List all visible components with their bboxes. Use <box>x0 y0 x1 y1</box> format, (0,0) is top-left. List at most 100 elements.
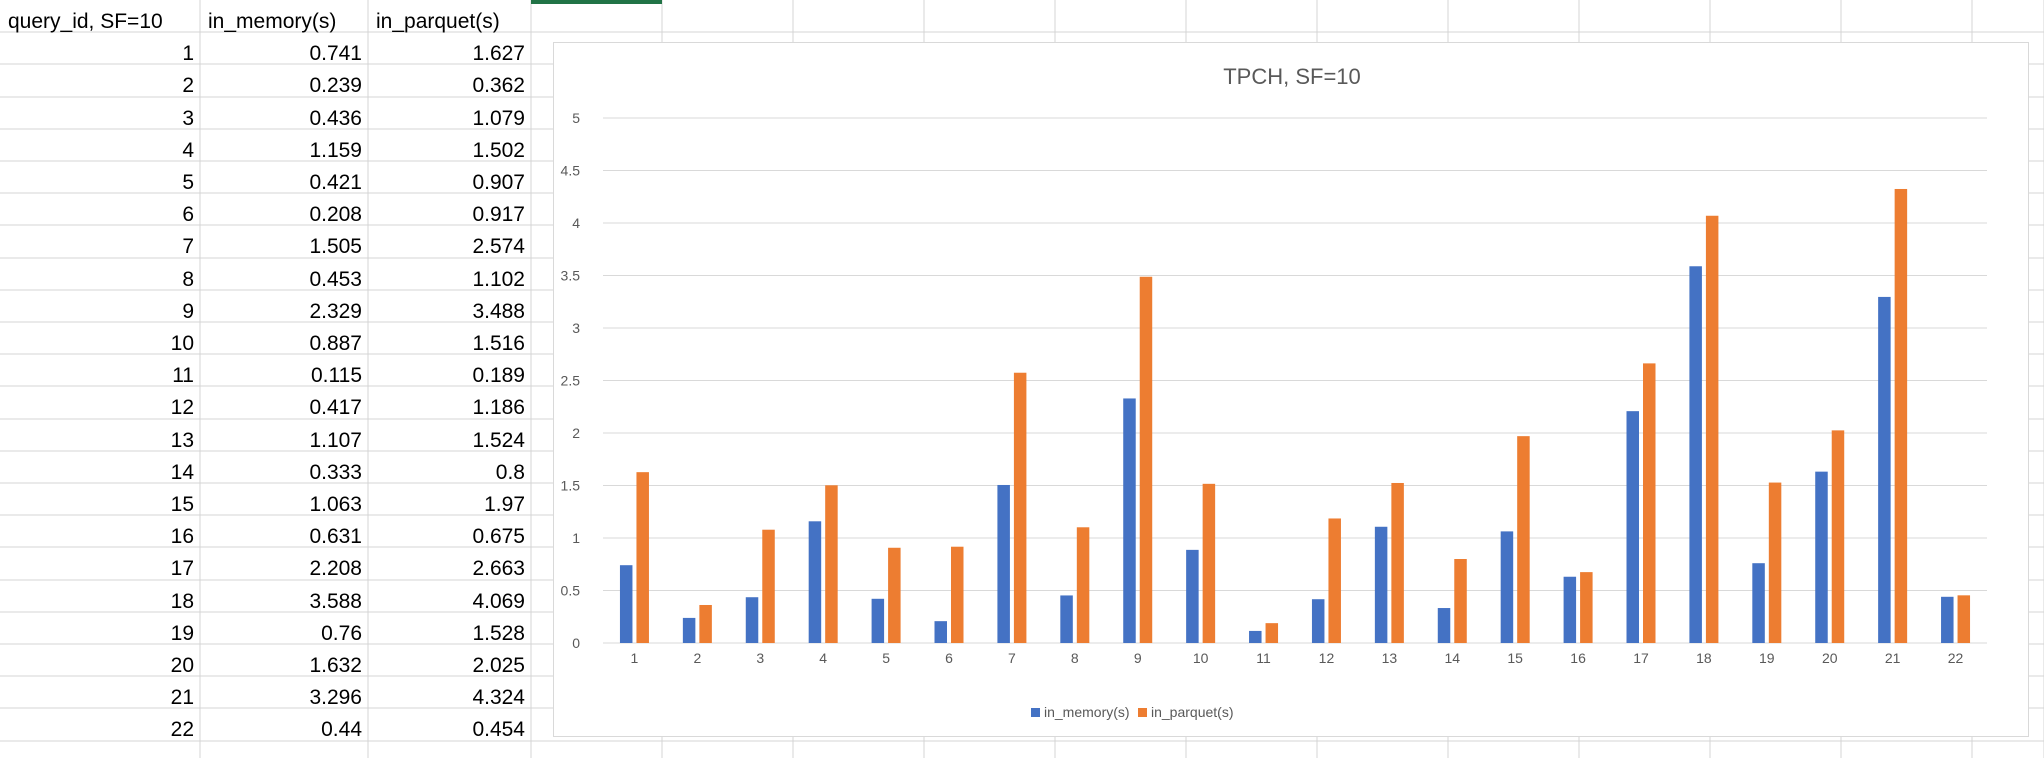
data-cell[interactable]: 1.186 <box>472 396 525 419</box>
bar-in-parquet[interactable] <box>1831 430 1845 643</box>
data-cell[interactable]: 1.528 <box>472 622 525 645</box>
bar-in-memory[interactable] <box>871 598 885 643</box>
bar-in-memory[interactable] <box>1626 411 1640 643</box>
data-cell[interactable]: 12 <box>171 396 194 419</box>
data-cell[interactable]: 4.069 <box>472 590 525 613</box>
bar-in-parquet[interactable] <box>1643 363 1656 643</box>
data-cell[interactable]: 0.8 <box>496 461 525 484</box>
data-cell[interactable]: 5 <box>182 171 194 194</box>
data-cell[interactable]: 1.516 <box>472 332 525 355</box>
data-cell[interactable]: 16 <box>171 525 194 548</box>
data-cell[interactable]: 22 <box>171 718 194 741</box>
bar-in-memory[interactable] <box>745 597 759 643</box>
bar-in-memory[interactable] <box>1689 266 1702 643</box>
data-cell[interactable]: 0.453 <box>309 268 362 291</box>
bar-in-memory[interactable] <box>1563 576 1577 643</box>
data-cell[interactable]: 3.588 <box>309 590 362 613</box>
data-cell[interactable]: 4.324 <box>472 686 525 709</box>
data-cell[interactable]: 21 <box>171 686 194 709</box>
header-cell[interactable]: in_parquet(s) <box>376 10 500 33</box>
header-cell[interactable]: query_id, SF=10 <box>8 10 163 33</box>
data-cell[interactable]: 1 <box>182 42 194 65</box>
data-cell[interactable]: 0.454 <box>472 718 525 741</box>
bar-in-parquet[interactable] <box>1517 436 1530 643</box>
data-cell[interactable]: 13 <box>171 429 194 452</box>
data-cell[interactable]: 1.107 <box>309 429 362 452</box>
bar-in-memory[interactable] <box>997 484 1010 643</box>
bar-in-memory[interactable] <box>1123 398 1136 643</box>
data-cell[interactable]: 1.102 <box>472 268 525 291</box>
data-cell[interactable]: 0.675 <box>472 525 525 548</box>
bar-in-parquet[interactable] <box>1139 276 1153 643</box>
bar-in-parquet[interactable] <box>1894 188 1908 644</box>
data-cell[interactable]: 18 <box>171 590 194 613</box>
data-cell[interactable]: 3 <box>182 107 194 130</box>
data-cell[interactable]: 0.417 <box>309 396 362 419</box>
data-cell[interactable]: 20 <box>171 654 194 677</box>
bar-in-parquet[interactable] <box>1454 559 1467 643</box>
bar-in-parquet[interactable] <box>1202 483 1216 643</box>
bar-in-parquet[interactable] <box>1957 595 1971 643</box>
data-cell[interactable]: 9 <box>182 300 194 323</box>
bar-in-parquet[interactable] <box>825 485 838 643</box>
data-cell[interactable]: 6 <box>182 203 194 226</box>
data-cell[interactable]: 2.208 <box>309 557 362 580</box>
header-cell[interactable]: in_memory(s) <box>208 10 336 33</box>
data-cell[interactable]: 10 <box>171 332 194 355</box>
data-cell[interactable]: 0.189 <box>472 364 525 387</box>
data-cell[interactable]: 1.627 <box>472 42 525 65</box>
bar-in-memory[interactable] <box>1186 549 1199 643</box>
data-cell[interactable]: 0.239 <box>309 74 362 97</box>
bar-in-parquet[interactable] <box>1580 572 1593 643</box>
bar-in-memory[interactable] <box>1500 531 1514 643</box>
data-cell[interactable]: 0.907 <box>472 171 525 194</box>
bar-in-parquet[interactable] <box>1391 482 1404 643</box>
bar-in-parquet[interactable] <box>1328 518 1341 643</box>
data-cell[interactable]: 19 <box>171 622 194 645</box>
bar-in-parquet[interactable] <box>1013 372 1027 643</box>
data-cell[interactable]: 1.063 <box>309 493 362 516</box>
data-cell[interactable]: 0.208 <box>309 203 362 226</box>
data-cell[interactable]: 2.663 <box>472 557 525 580</box>
data-cell[interactable]: 0.917 <box>472 203 525 226</box>
bar-in-parquet[interactable] <box>888 547 901 643</box>
bar-in-memory[interactable] <box>1437 608 1451 643</box>
data-cell[interactable]: 17 <box>171 557 194 580</box>
data-cell[interactable]: 2.574 <box>472 235 525 258</box>
data-cell[interactable]: 0.44 <box>321 718 362 741</box>
bar-in-memory[interactable] <box>934 621 948 643</box>
data-cell[interactable]: 15 <box>171 493 194 516</box>
bar-in-memory[interactable] <box>1249 630 1262 643</box>
bar-in-memory[interactable] <box>1374 526 1388 643</box>
bar-in-parquet[interactable] <box>1076 527 1090 643</box>
data-cell[interactable]: 0.333 <box>309 461 362 484</box>
data-cell[interactable]: 1.505 <box>309 235 362 258</box>
bar-in-parquet[interactable] <box>951 546 964 643</box>
data-cell[interactable]: 1.079 <box>472 107 525 130</box>
bar-in-memory[interactable] <box>682 617 696 643</box>
data-cell[interactable]: 0.741 <box>309 42 362 65</box>
data-cell[interactable]: 0.76 <box>321 622 362 645</box>
data-cell[interactable]: 3.296 <box>309 686 362 709</box>
bar-in-parquet[interactable] <box>636 472 649 643</box>
data-cell[interactable]: 1.632 <box>309 654 362 677</box>
bar-in-parquet[interactable] <box>1265 623 1279 643</box>
data-cell[interactable]: 0.421 <box>309 171 362 194</box>
bar-in-memory[interactable] <box>619 565 633 643</box>
bar-in-memory[interactable] <box>1311 599 1325 643</box>
data-cell[interactable]: 1.97 <box>484 493 525 516</box>
bar-in-memory[interactable] <box>1878 296 1891 643</box>
bar-in-memory[interactable] <box>1060 595 1073 643</box>
bar-in-memory[interactable] <box>1941 596 1954 643</box>
data-cell[interactable]: 0.115 <box>311 364 362 387</box>
data-cell[interactable]: 1.502 <box>472 139 525 162</box>
data-cell[interactable]: 0.436 <box>309 107 362 130</box>
data-cell[interactable]: 7 <box>182 235 194 258</box>
data-cell[interactable]: 14 <box>171 461 195 484</box>
bar-in-parquet[interactable] <box>1705 215 1719 643</box>
bar-in-memory[interactable] <box>1752 563 1765 643</box>
data-cell[interactable]: 11 <box>172 364 194 387</box>
data-cell[interactable]: 0.631 <box>309 525 362 548</box>
data-cell[interactable]: 0.362 <box>472 74 525 97</box>
bar-in-memory[interactable] <box>808 521 822 643</box>
